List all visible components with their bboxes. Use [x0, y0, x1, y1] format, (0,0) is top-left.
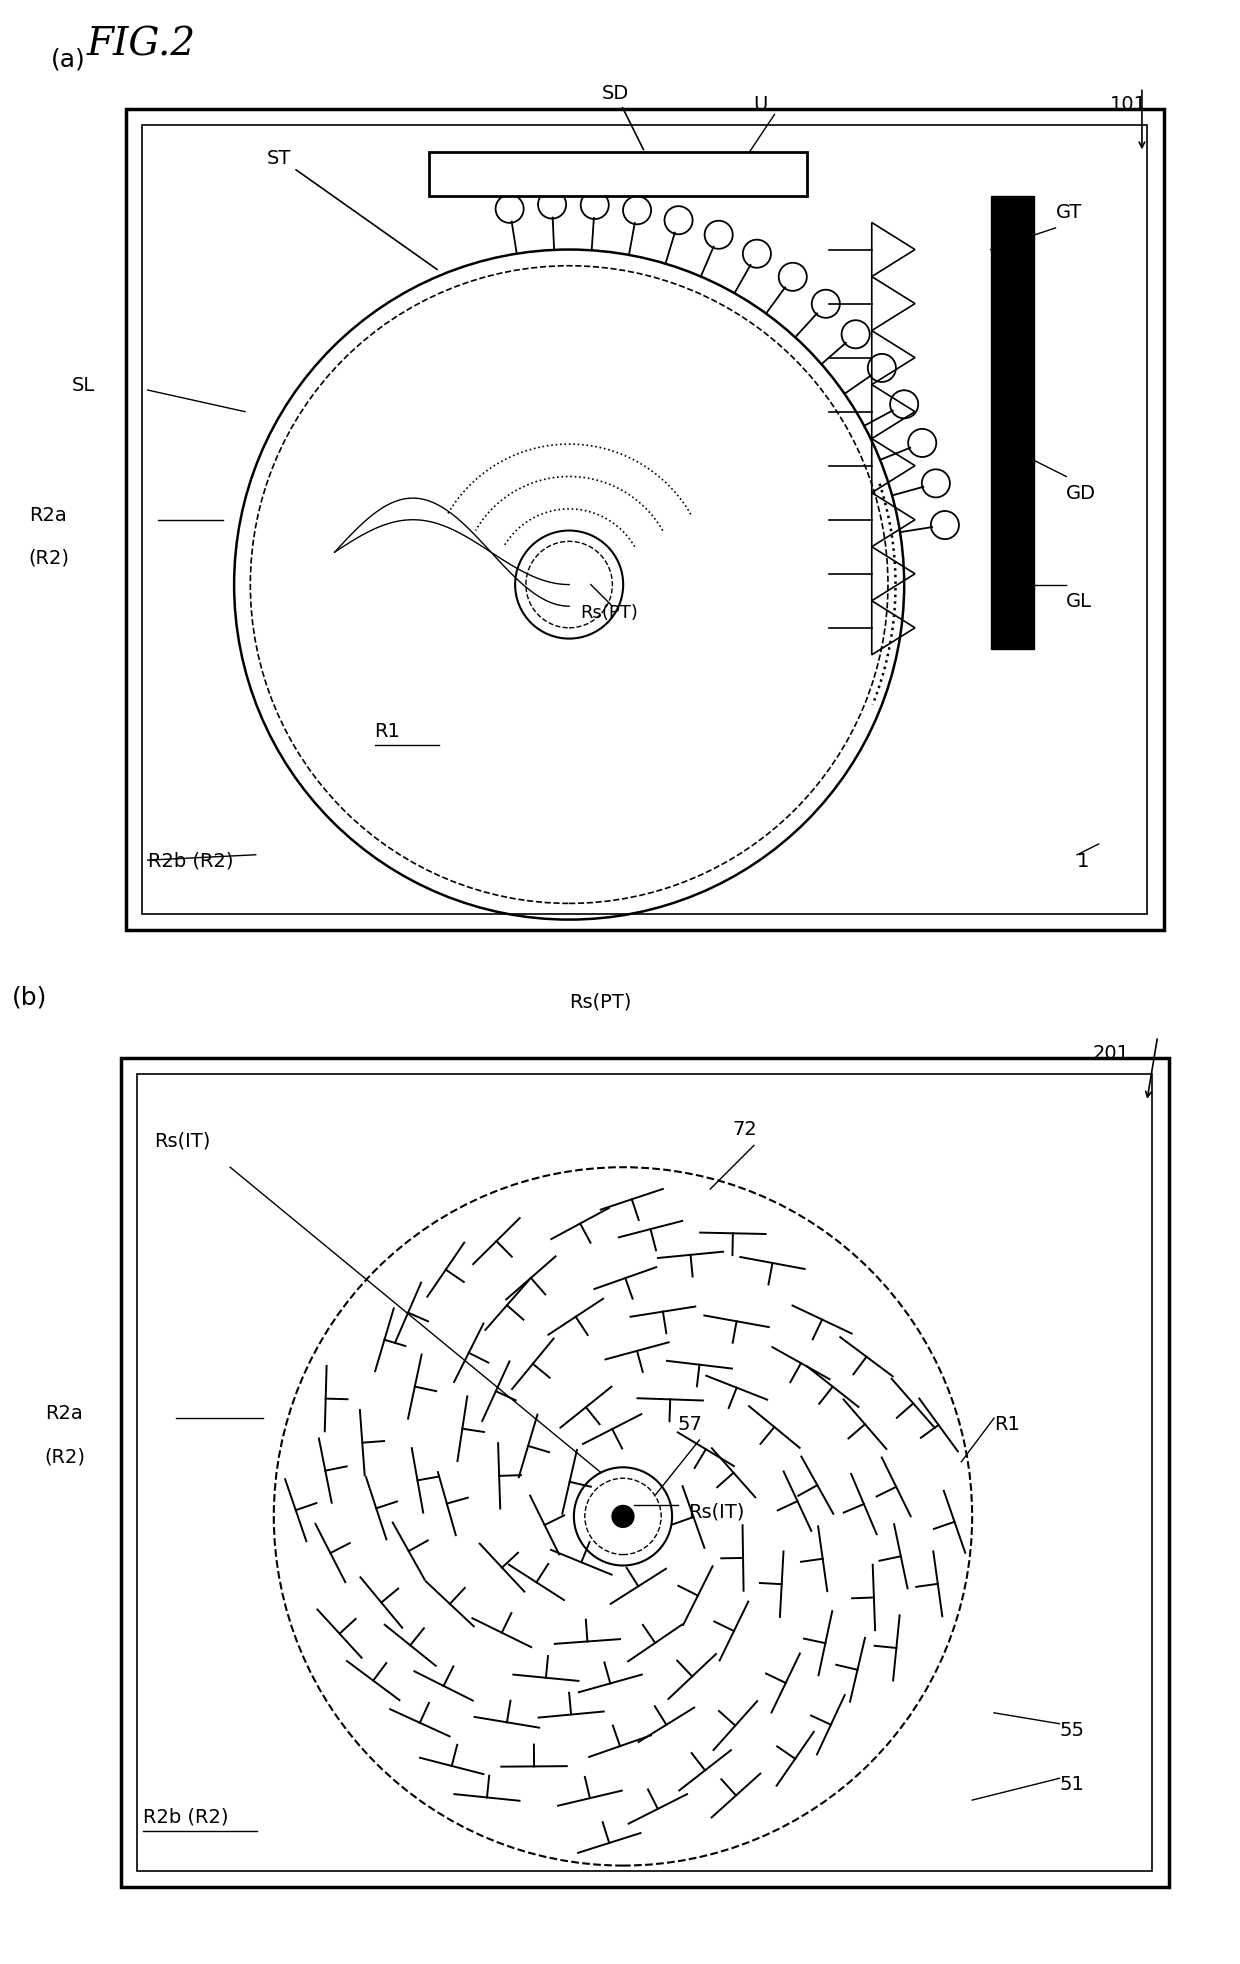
- Text: 57: 57: [677, 1414, 702, 1434]
- Text: 101: 101: [1110, 94, 1147, 114]
- Text: FIG.2: FIG.2: [87, 26, 196, 63]
- Text: R2b (R2): R2b (R2): [148, 850, 233, 870]
- Text: 1: 1: [1078, 850, 1090, 870]
- Text: ST: ST: [267, 149, 438, 271]
- Text: Rs(PT): Rs(PT): [580, 603, 637, 623]
- Text: R2a: R2a: [45, 1404, 82, 1422]
- Text: (R2): (R2): [45, 1447, 86, 1465]
- Text: R1: R1: [994, 1414, 1019, 1434]
- Text: SD: SD: [601, 84, 644, 151]
- Text: 55: 55: [1059, 1720, 1085, 1738]
- Text: 51: 51: [1059, 1773, 1084, 1793]
- Text: (a): (a): [51, 47, 86, 73]
- Text: GT: GT: [1055, 202, 1081, 222]
- Text: GL: GL: [1066, 591, 1092, 611]
- Text: Rs(PT): Rs(PT): [569, 992, 631, 1011]
- Text: 72: 72: [732, 1119, 756, 1139]
- Text: GD: GD: [1066, 483, 1096, 503]
- Text: (R2): (R2): [29, 548, 69, 568]
- Bar: [991, 196, 1034, 650]
- Text: (b): (b): [12, 986, 47, 1009]
- Text: 201: 201: [1092, 1043, 1130, 1063]
- Text: SL: SL: [72, 375, 95, 395]
- Text: Rs(IT): Rs(IT): [154, 1131, 210, 1149]
- Text: R2b (R2): R2b (R2): [143, 1807, 228, 1827]
- Text: U: U: [753, 94, 768, 114]
- Text: R1: R1: [374, 721, 401, 740]
- Text: Rs(IT): Rs(IT): [688, 1502, 745, 1520]
- Bar: [429, 153, 807, 196]
- Text: R2a: R2a: [29, 505, 67, 524]
- Circle shape: [613, 1506, 634, 1528]
